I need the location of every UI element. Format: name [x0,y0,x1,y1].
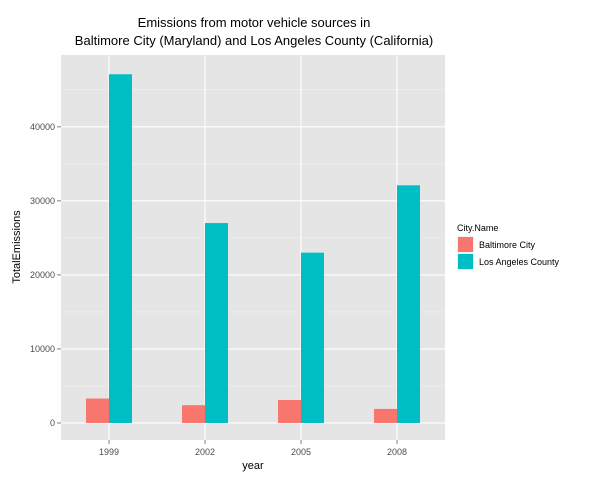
legend-swatch-baltimore-city [458,237,473,252]
chart-title-line-1: Emissions from motor vehicle sources in [138,15,371,30]
y-tick-label: 30000 [30,196,55,206]
y-axis-title: TotalEmissions [11,210,23,284]
y-tick-label: 20000 [30,270,55,280]
x-tick-label: 2005 [291,447,311,457]
bar-baltimore-city-1999 [86,398,109,423]
bar-los-angeles-county-2005 [301,252,324,423]
x-axis-title: year [242,460,264,472]
legend: City.Name Baltimore City Los Angeles Coun… [457,223,560,270]
x-tick-label: 2002 [195,447,215,457]
y-tick-label: 0 [50,418,55,428]
y-tick-label: 10000 [30,344,55,354]
bar-los-angeles-county-1999 [109,74,132,423]
bar-los-angeles-county-2002 [205,223,228,423]
x-axis: 1999 2002 2005 2008 [99,440,407,457]
bar-baltimore-city-2008 [374,408,397,423]
y-axis: 0 10000 20000 30000 40000 [30,122,61,428]
x-tick-label: 2008 [387,447,407,457]
legend-swatch-los-angeles-county [458,254,473,269]
bar-baltimore-city-2005 [278,400,301,423]
legend-title: City.Name [457,223,498,233]
x-tick-label: 1999 [99,447,119,457]
bars [86,74,420,423]
y-tick-label: 40000 [30,122,55,132]
bar-baltimore-city-2002 [182,405,205,423]
legend-label: Baltimore City [479,240,536,250]
chart-title-line-2: Baltimore City (Maryland) and Los Angele… [75,33,433,48]
legend-label: Los Angeles County [479,257,560,267]
bar-los-angeles-county-2008 [397,185,420,423]
